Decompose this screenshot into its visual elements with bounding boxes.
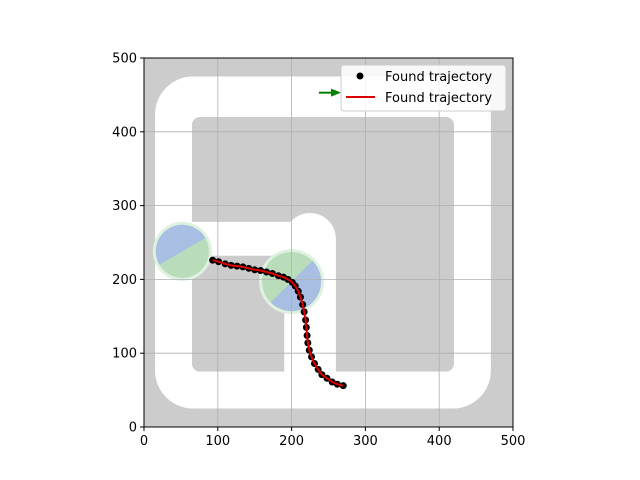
plot-area [143,57,514,428]
legend: Found trajectory Found trajectory [340,64,507,112]
x-tick-label: 100 [205,434,230,449]
x-tick-label: 300 [353,434,378,449]
y-tick-label: 300 [112,199,137,214]
legend-label-line: Found trajectory [385,91,492,106]
plot-frame [143,57,514,428]
x-tick-label: 0 [140,434,148,449]
trajectory [209,256,347,390]
y-tick-label: 400 [112,125,137,140]
x-tick-label: 500 [501,434,526,449]
x-tick-label: 200 [279,434,304,449]
grid [144,58,513,427]
legend-marker-points [356,72,364,80]
region-blue [155,224,206,265]
x-axis-ticks: 0 100 200 300 400 500 [140,427,526,449]
arrow-head [331,88,342,97]
legend-label-points: Found trajectory [385,70,492,85]
heading-arrow [318,88,342,97]
trajectory-line [212,259,344,387]
x-tick-label: 400 [427,434,452,449]
y-tick-label: 0 [129,421,137,436]
y-tick-label: 200 [112,273,137,288]
y-tick-label: 100 [112,347,137,362]
y-tick-label: 500 [112,52,137,67]
region-0 [152,221,212,281]
legend-box [340,64,507,112]
y-axis-ticks: 0 100 200 300 400 500 [112,52,144,436]
